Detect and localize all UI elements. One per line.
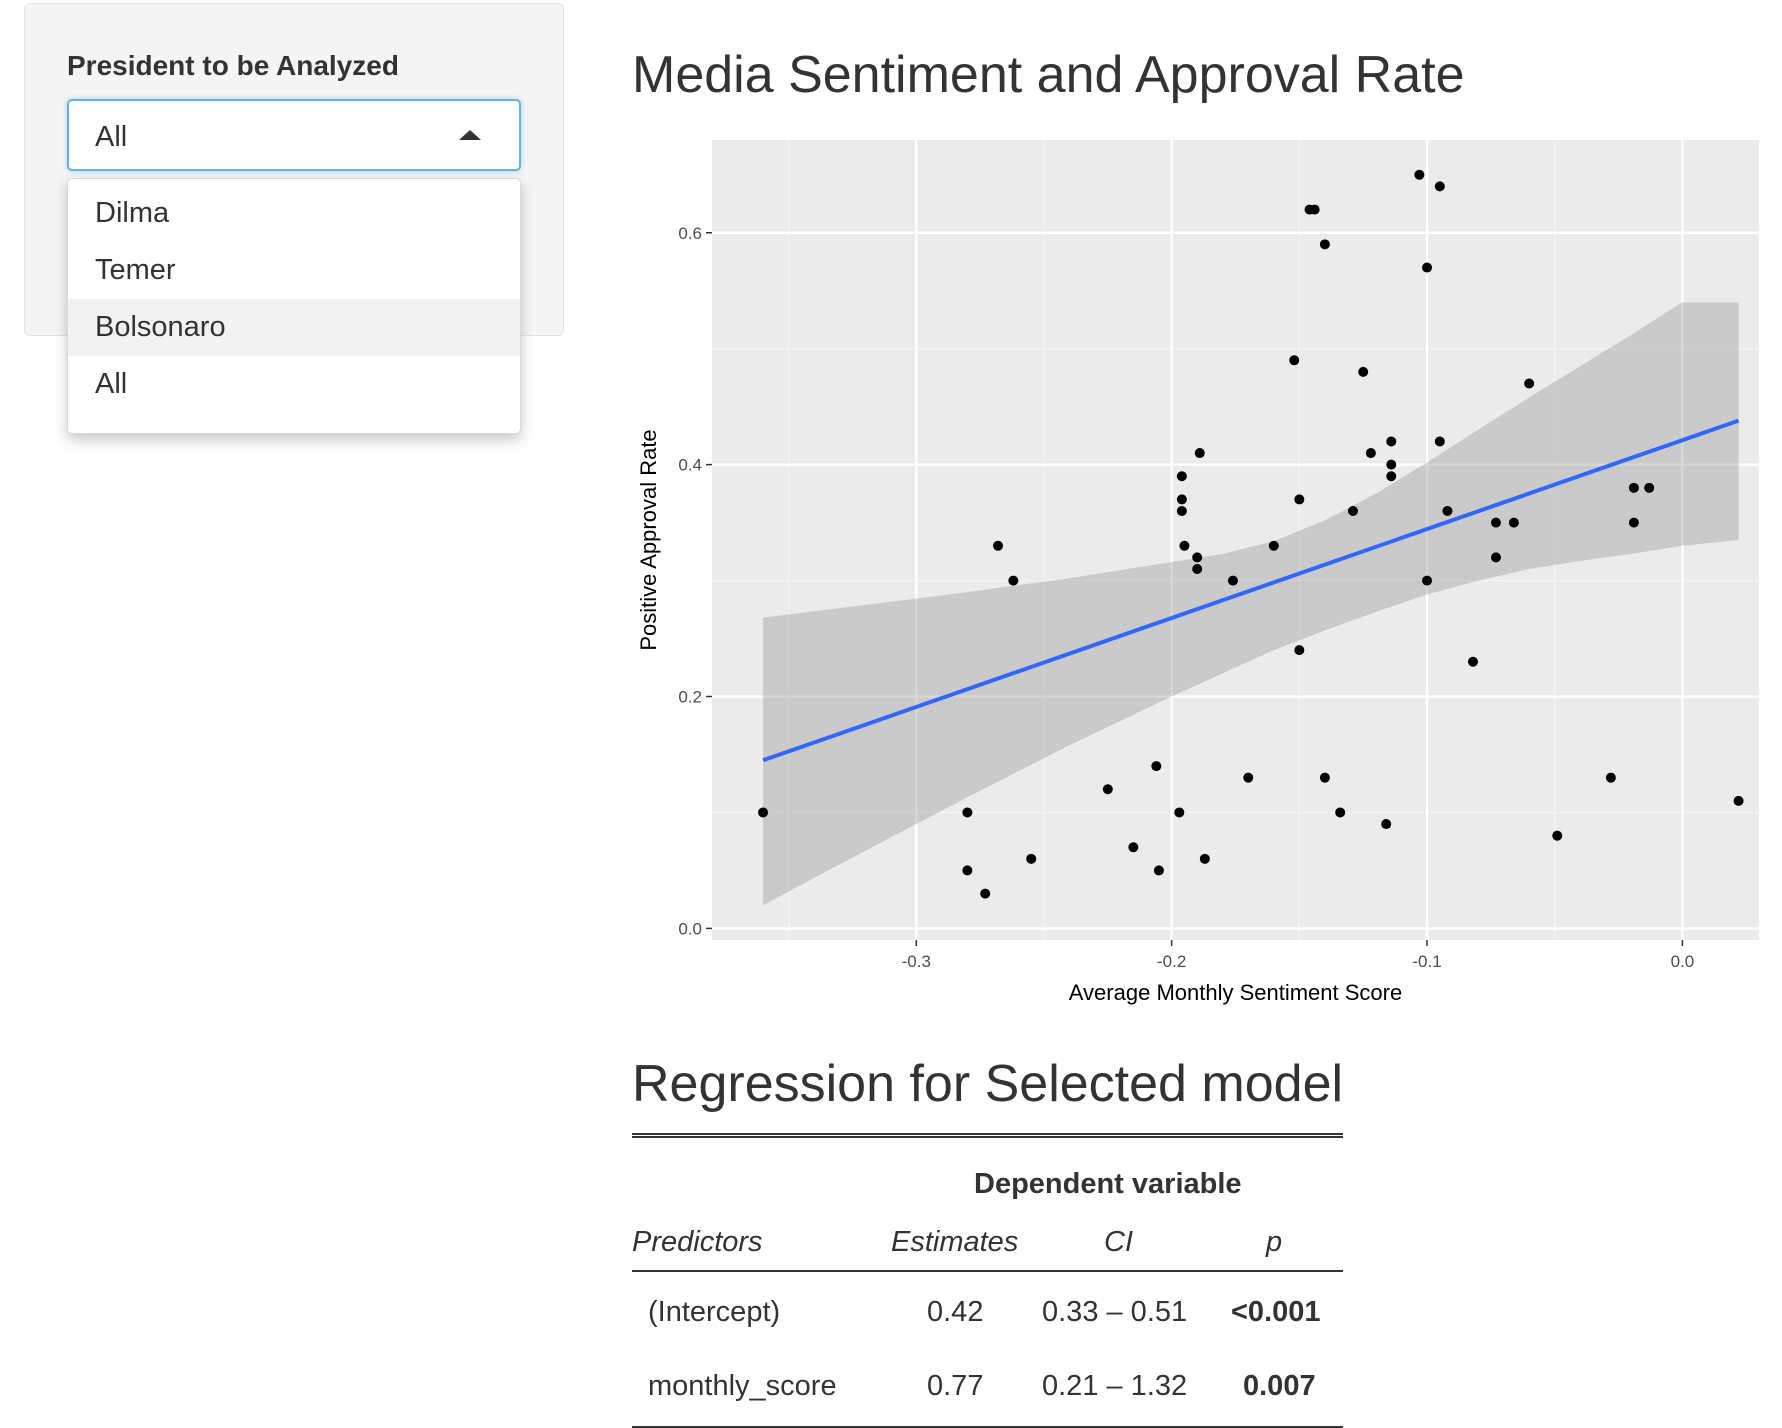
option-bolsonaro[interactable]: Bolsonaro	[68, 299, 520, 356]
president-dropdown-menu: Dilma Temer Bolsonaro All	[67, 178, 521, 434]
data-point	[1179, 540, 1190, 551]
president-select-value: All	[95, 121, 128, 153]
data-point	[1365, 448, 1376, 459]
data-point	[1243, 772, 1254, 783]
option-temer[interactable]: Temer	[95, 254, 176, 286]
x-tick-label: -0.3	[902, 952, 931, 971]
data-point	[962, 807, 973, 818]
estimate-value: 0.77	[927, 1370, 984, 1402]
dependent-variable-label: Dependent variable	[974, 1168, 1242, 1200]
data-point	[1490, 552, 1501, 563]
president-select-label: President to be Analyzed	[67, 50, 399, 81]
x-axis-label: Average Monthly Sentiment Score	[1069, 980, 1402, 1005]
x-tick-label: -0.2	[1157, 952, 1186, 971]
data-point	[1628, 482, 1639, 493]
ci-value: 0.21 – 1.32	[1042, 1370, 1188, 1402]
data-point	[1490, 517, 1501, 528]
dependent-variable-row: Dependent variable	[632, 1168, 1343, 1208]
regression-table: Dependent variable Predictors Estimates …	[632, 1133, 1343, 1428]
caret-up-icon[interactable]	[459, 130, 481, 140]
predictor-name: monthly_score	[648, 1370, 837, 1402]
data-point	[1644, 482, 1655, 493]
y-tick-label: 0.6	[678, 224, 702, 243]
data-point	[1199, 853, 1210, 864]
header-ci: CI	[1104, 1226, 1133, 1258]
president-select[interactable]: All	[67, 99, 521, 171]
data-point	[1605, 772, 1616, 783]
data-point	[1442, 506, 1453, 517]
data-point	[1268, 540, 1279, 551]
option-all[interactable]: All	[95, 368, 128, 400]
data-point	[1524, 378, 1535, 389]
data-point	[1733, 795, 1744, 806]
data-point	[1422, 262, 1433, 273]
data-point	[1153, 865, 1164, 876]
plot-panel	[712, 140, 1759, 940]
data-point	[980, 888, 991, 899]
regression-heading: Regression for Selected model	[632, 1055, 1344, 1113]
table-row: (Intercept) 0.42 0.33 – 0.51 <0.001	[632, 1286, 1343, 1346]
data-point	[1194, 448, 1205, 459]
data-point	[758, 807, 769, 818]
data-point	[1386, 471, 1397, 482]
regression-line	[762, 418, 1740, 763]
ci-value: 0.33 – 0.51	[1042, 1296, 1188, 1328]
data-point	[1289, 355, 1300, 366]
data-point	[1508, 517, 1519, 528]
y-tick-label: 0.2	[678, 688, 702, 707]
data-point	[1227, 575, 1238, 586]
y-tick-label: 0.4	[678, 456, 702, 475]
data-point	[1434, 181, 1445, 192]
data-point	[1102, 784, 1113, 795]
data-point	[1434, 436, 1445, 447]
data-point	[993, 540, 1004, 551]
p-value: <0.001	[1231, 1296, 1321, 1328]
option-dilma[interactable]: Dilma	[95, 197, 170, 229]
data-point	[1552, 830, 1563, 841]
data-point	[1467, 656, 1478, 667]
x-tick-label: -0.1	[1412, 952, 1441, 971]
data-point	[1335, 807, 1346, 818]
header-predictors: Predictors	[632, 1226, 763, 1258]
data-point	[1381, 819, 1392, 830]
x-tick-label: 0.0	[1671, 952, 1695, 971]
p-value: 0.007	[1243, 1370, 1316, 1402]
data-point	[1192, 563, 1203, 574]
table-row: monthly_score 0.77 0.21 – 1.32 0.007	[632, 1360, 1343, 1428]
data-point	[1192, 552, 1203, 563]
data-point	[1358, 366, 1369, 377]
data-point	[1026, 853, 1037, 864]
data-point	[1176, 494, 1187, 505]
scatter-plot: -0.3 -0.2 -0.1 0.0 0.0 0.2 0.4 0.6 Average Month…	[636, 140, 1759, 1005]
confidence-band	[763, 302, 1739, 906]
header-estimates: Estimates	[891, 1226, 1019, 1258]
data-point	[1309, 204, 1320, 215]
data-point	[1319, 239, 1330, 250]
data-point	[1386, 459, 1397, 470]
data-point	[1128, 842, 1139, 853]
plot-heading: Media Sentiment and Approval Rate	[632, 46, 1465, 104]
data-point	[1176, 471, 1187, 482]
data-point	[1414, 169, 1425, 180]
data-point	[1347, 506, 1358, 517]
predictor-name: (Intercept)	[648, 1296, 781, 1328]
data-point	[1386, 436, 1397, 447]
data-point	[1319, 772, 1330, 783]
y-tick-label: 0.0	[678, 919, 702, 938]
data-point	[1008, 575, 1019, 586]
data-point	[1294, 494, 1305, 505]
y-axis-label: Positive Approval Rate	[636, 429, 661, 650]
data-point	[962, 865, 973, 876]
data-point	[1422, 575, 1433, 586]
estimate-value: 0.42	[927, 1296, 984, 1328]
data-point	[1628, 517, 1639, 528]
data-point	[1174, 807, 1185, 818]
table-header-row: Predictors Estimates CI p	[632, 1220, 1343, 1272]
data-point	[1294, 645, 1305, 656]
data-point	[1151, 761, 1162, 772]
header-p: p	[1266, 1226, 1283, 1258]
data-point	[1176, 506, 1187, 517]
